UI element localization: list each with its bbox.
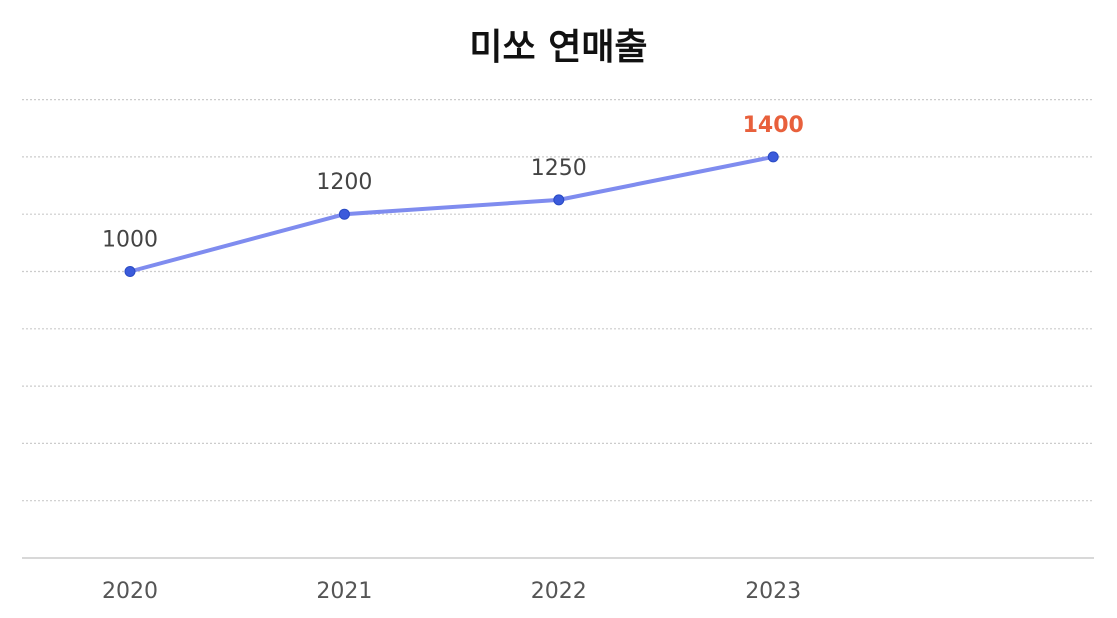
data-point [338, 208, 350, 220]
series-line [128, 154, 776, 274]
data-label-highlight: 1400 [743, 113, 804, 138]
data-points [124, 151, 779, 277]
data-label: 1200 [316, 170, 372, 195]
data-point [767, 151, 779, 163]
gridlines [22, 98, 1094, 502]
x-tick-label: 2022 [531, 579, 587, 604]
data-point [124, 266, 136, 277]
data-label: 1250 [531, 156, 587, 181]
chart-title: 미쏘 연매출 [469, 27, 648, 68]
x-tick-label: 2020 [102, 579, 158, 604]
x-tick-labels: 2020 2021 2022 2023 [102, 579, 801, 604]
data-labels: 1000 1200 1250 1400 [102, 113, 804, 253]
data-point [553, 194, 565, 206]
x-tick-label: 2021 [316, 579, 372, 604]
x-tick-label: 2023 [745, 579, 801, 604]
data-label: 1000 [102, 228, 158, 253]
